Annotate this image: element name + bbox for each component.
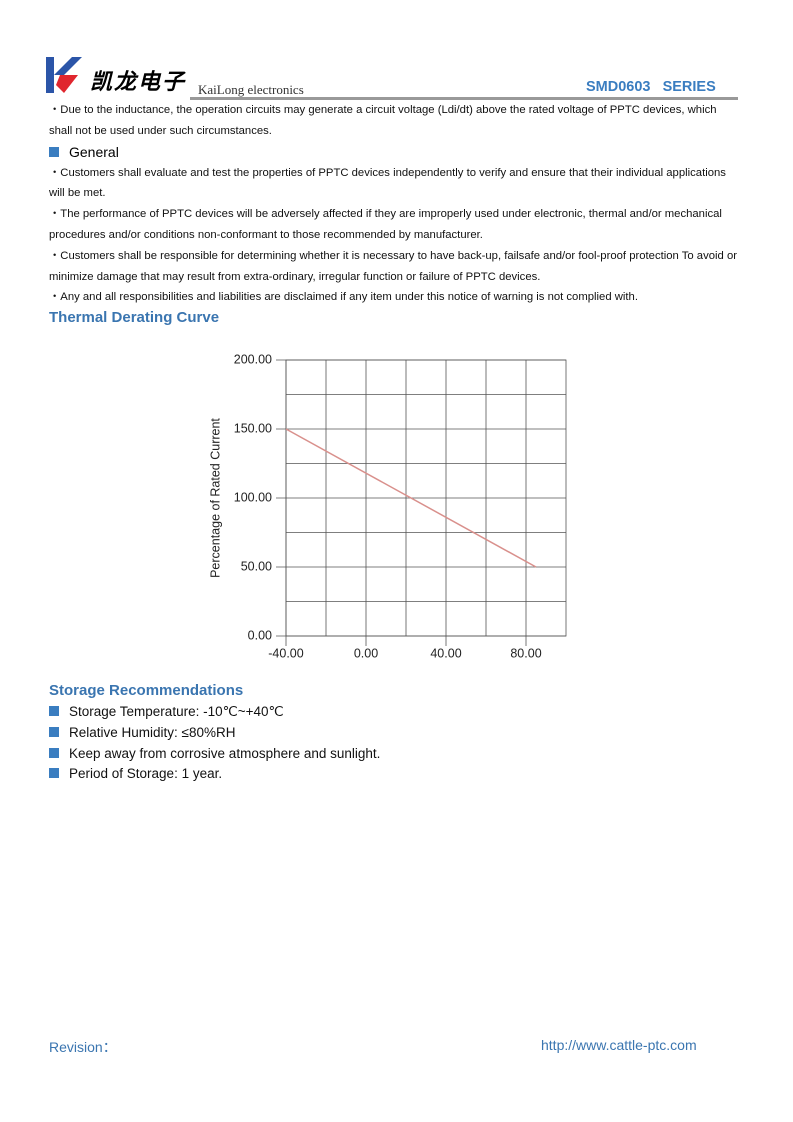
url: http://www.cattle-ptc.com	[541, 1037, 697, 1053]
y-axis-label: Percentage of Rated Current	[208, 418, 222, 578]
chart: Percentage of Rated Current 0.00 50.00 100…	[208, 352, 567, 660]
heading-text: General	[69, 143, 119, 160]
x-tick-label: 40.00	[430, 646, 461, 660]
storage: Storage Recommendations Storage Temperat…	[49, 682, 380, 785]
y-tick-label: 150.00	[234, 421, 272, 435]
general-heading: General	[49, 142, 739, 163]
storage-item: Storage Temperature: -10℃~+40℃	[49, 702, 380, 723]
brand-en: KaiLong electronics	[198, 82, 304, 97]
x-tick-label: -40.00	[268, 646, 303, 660]
body: ・Due to the inductance, the operation ci…	[49, 100, 739, 326]
revision: Revision：	[49, 1039, 117, 1055]
bullet: ・Customers shall evaluate and test the p…	[49, 166, 726, 200]
storage-item: Period of Storage: 1 year.	[49, 764, 380, 785]
section-heading: Thermal Derating Curve	[49, 309, 220, 327]
y-tick-label: 200.00	[234, 352, 272, 366]
data-line	[285, 428, 537, 568]
storage-item: Keep away from corrosive atmosphere and …	[49, 744, 380, 765]
y-tick-label: 0.00	[248, 628, 272, 642]
x-tick-label: 80.00	[510, 646, 541, 660]
bullet: ・The performance of PPTC devices will be…	[49, 208, 722, 241]
logo	[46, 57, 82, 93]
brand-cn: 凯龙电子	[90, 69, 187, 95]
series-title: SMD0603 SERIES	[586, 79, 716, 95]
storage-item: Relative Humidity: ≤80%RH	[49, 723, 380, 744]
item-text: Period of Storage: 1 year.	[69, 766, 223, 782]
x-tick-label: 0.00	[354, 646, 378, 660]
note: ・Due to the inductance, the operation ci…	[49, 104, 717, 137]
item-text: Relative Humidity: ≤80%RH	[69, 724, 236, 740]
section-heading: Storage Recommendations	[49, 682, 244, 699]
plot-frame	[285, 359, 567, 637]
bullet: ・Customers shall be responsible for dete…	[49, 249, 738, 283]
y-tick-label: 50.00	[241, 559, 272, 573]
item-text: Keep away from corrosive atmosphere and …	[69, 745, 381, 761]
y-tick-label: 100.00	[234, 490, 272, 504]
bullet: ・Any and all responsibilities and liabil…	[49, 291, 638, 304]
item-text: Storage Temperature: -10℃~+40℃	[69, 704, 284, 719]
header-rule	[190, 97, 738, 100]
